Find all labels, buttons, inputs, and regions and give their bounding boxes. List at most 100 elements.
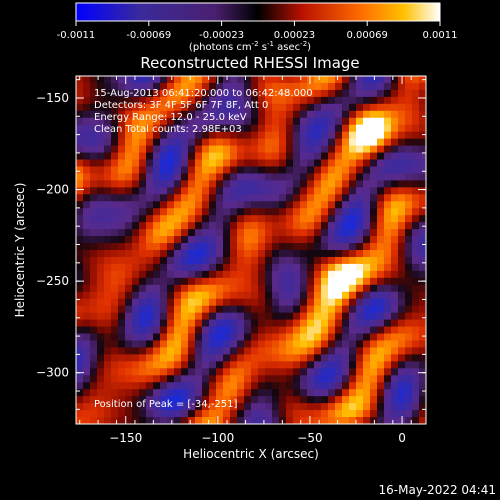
heatmap-cell bbox=[230, 166, 238, 174]
heatmap-cell bbox=[223, 194, 231, 202]
heatmap-cell bbox=[405, 256, 413, 265]
heatmap-cell bbox=[279, 270, 287, 279]
heatmap-cell bbox=[398, 138, 406, 146]
heatmap-cell bbox=[230, 208, 238, 216]
heatmap-cell bbox=[76, 270, 84, 279]
heatmap-cell bbox=[188, 159, 196, 167]
heatmap-cell bbox=[90, 305, 98, 314]
heatmap-cell bbox=[370, 298, 378, 307]
heatmap-cell bbox=[244, 82, 252, 91]
heatmap-cell bbox=[384, 389, 392, 397]
heatmap-cell bbox=[181, 194, 189, 202]
heatmap-cell bbox=[384, 250, 392, 258]
heatmap-cell bbox=[384, 103, 392, 112]
heatmap-cell bbox=[237, 180, 245, 188]
heatmap-cell bbox=[146, 333, 154, 341]
heatmap-cell bbox=[237, 229, 245, 237]
heatmap-cell bbox=[293, 138, 301, 146]
heatmap-cell bbox=[335, 326, 343, 334]
heatmap-cell bbox=[118, 180, 126, 188]
heatmap-cell bbox=[181, 145, 189, 153]
heatmap-cell bbox=[342, 194, 350, 202]
heatmap-cell bbox=[398, 284, 406, 293]
heatmap-cell bbox=[363, 326, 371, 334]
heatmap-cell bbox=[279, 145, 287, 153]
heatmap-cell bbox=[349, 396, 357, 404]
heatmap-cell bbox=[181, 180, 189, 188]
heatmap-cell bbox=[286, 124, 294, 133]
heatmap-cell bbox=[384, 131, 392, 140]
heatmap-cell bbox=[90, 250, 98, 258]
heatmap-cell bbox=[286, 389, 294, 397]
heatmap-cell bbox=[83, 89, 91, 98]
heatmap-cell bbox=[307, 368, 315, 376]
heatmap-cell bbox=[377, 131, 385, 140]
heatmap-cell bbox=[209, 270, 217, 279]
heatmap-cell bbox=[293, 298, 301, 307]
heatmap-cell bbox=[209, 410, 217, 418]
heatmap-cell bbox=[377, 215, 385, 223]
heatmap-cell bbox=[118, 250, 126, 258]
heatmap-cell bbox=[335, 173, 343, 181]
heatmap-cell bbox=[223, 382, 231, 390]
heatmap-cell bbox=[363, 180, 371, 188]
heatmap-cell bbox=[132, 166, 140, 174]
heatmap-cell bbox=[202, 319, 210, 327]
heatmap-cell bbox=[300, 277, 308, 286]
heatmap-cell bbox=[90, 270, 98, 279]
heatmap-cell bbox=[111, 277, 119, 286]
heatmap-cell bbox=[118, 159, 126, 167]
heatmap-cell bbox=[90, 284, 98, 293]
heatmap-cell bbox=[342, 180, 350, 188]
heatmap-cell bbox=[90, 256, 98, 265]
heatmap-cell bbox=[216, 103, 224, 112]
heatmap-cell bbox=[111, 96, 119, 105]
heatmap-cell bbox=[209, 187, 217, 195]
heatmap-cell bbox=[216, 319, 224, 327]
heatmap-cell bbox=[419, 284, 426, 293]
heatmap-cell bbox=[279, 368, 287, 376]
heatmap-cell bbox=[132, 187, 140, 195]
heatmap-cell bbox=[174, 76, 182, 84]
heatmap-cell bbox=[293, 291, 301, 300]
heatmap-cell bbox=[314, 208, 322, 216]
heatmap-cell bbox=[251, 152, 259, 160]
heatmap-cell bbox=[363, 270, 371, 279]
heatmap-cell bbox=[398, 277, 406, 286]
heatmap-cell bbox=[97, 103, 105, 112]
heatmap-cell bbox=[286, 312, 294, 320]
heatmap-cell bbox=[314, 305, 322, 314]
heatmap-cell bbox=[104, 82, 112, 91]
heatmap-cell bbox=[377, 382, 385, 390]
heatmap-cell bbox=[223, 347, 231, 355]
heatmap-cell bbox=[258, 152, 266, 160]
heatmap-cell bbox=[195, 375, 203, 383]
heatmap-cell bbox=[251, 368, 259, 376]
heatmap-cell bbox=[391, 117, 399, 126]
heatmap-cell bbox=[342, 159, 350, 167]
heatmap-cell bbox=[174, 159, 182, 167]
heatmap-cell bbox=[335, 347, 343, 355]
heatmap-cell bbox=[146, 180, 154, 188]
heatmap-cell bbox=[251, 103, 259, 112]
heatmap-cell bbox=[209, 173, 217, 181]
heatmap-cell bbox=[104, 340, 112, 348]
heatmap-cell bbox=[216, 410, 224, 418]
heatmap-cell bbox=[251, 361, 259, 369]
heatmap-cell bbox=[202, 229, 210, 237]
heatmap-cell bbox=[286, 187, 294, 195]
heatmap-cell bbox=[83, 173, 91, 181]
heatmap-cell bbox=[188, 236, 196, 244]
heatmap-cell bbox=[90, 215, 98, 223]
heatmap-cell bbox=[202, 138, 210, 146]
heatmap-cell bbox=[370, 229, 378, 237]
heatmap-cell bbox=[195, 298, 203, 307]
heatmap-cell bbox=[139, 368, 147, 376]
heatmap-cell bbox=[384, 347, 392, 355]
heatmap-cell bbox=[300, 82, 308, 91]
heatmap-cell bbox=[76, 173, 84, 181]
heatmap-cell bbox=[132, 291, 140, 300]
heatmap-cell bbox=[370, 417, 378, 424]
heatmap-cell bbox=[223, 403, 231, 411]
heatmap-cell bbox=[398, 375, 406, 383]
